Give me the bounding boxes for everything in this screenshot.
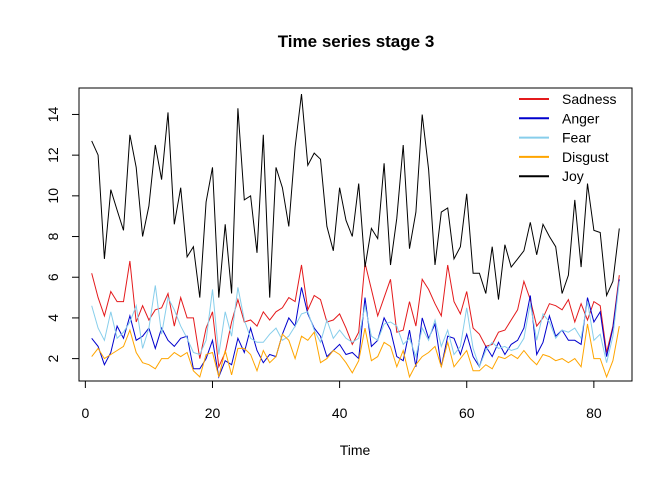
- series-line-joy: [91, 94, 620, 300]
- series-line-anger: [91, 279, 620, 379]
- y-tick-label: 4: [45, 314, 61, 322]
- y-axis: 2 4 6 8 10 12 14: [45, 107, 80, 362]
- series-line-fear: [91, 281, 620, 369]
- series-lines: [91, 94, 620, 379]
- y-tick-label: 6: [45, 273, 61, 281]
- legend-label-anger: Anger: [562, 110, 600, 126]
- x-tick-label: 40: [332, 405, 348, 421]
- plot-frame: [78, 87, 633, 382]
- x-axis-label: Time: [340, 442, 371, 458]
- series-line-sadness: [91, 260, 620, 369]
- legend-label-fear: Fear: [562, 130, 591, 146]
- legend-label-sadness: Sadness: [562, 91, 616, 107]
- y-tick-label: 10: [45, 188, 61, 204]
- y-tick-label: 8: [45, 232, 61, 240]
- y-tick-label: 2: [45, 354, 61, 362]
- y-tick-label: 12: [45, 147, 61, 163]
- legend-label-joy: Joy: [562, 168, 584, 184]
- y-tick-label: 14: [45, 107, 61, 123]
- x-axis: 0 20 40 60 80: [81, 380, 602, 421]
- legend: Sadness Anger Fear Disgust Joy: [519, 91, 616, 184]
- chart-title: Time series stage 3: [278, 32, 435, 51]
- x-tick-label: 60: [459, 405, 475, 421]
- series-line-disgust: [91, 323, 620, 379]
- x-tick-label: 0: [81, 405, 89, 421]
- x-tick-label: 80: [586, 405, 602, 421]
- x-tick-label: 20: [205, 405, 221, 421]
- legend-label-disgust: Disgust: [562, 149, 609, 165]
